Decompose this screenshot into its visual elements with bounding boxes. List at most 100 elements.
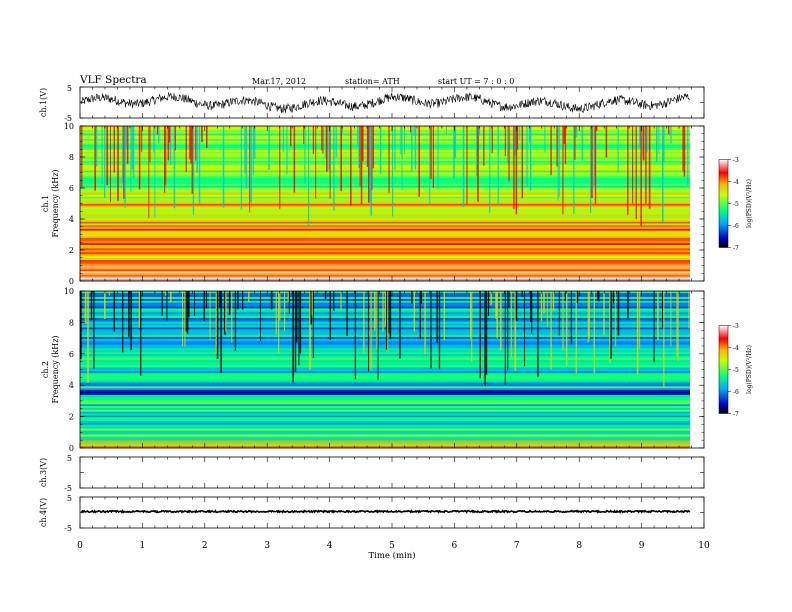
psd-streak xyxy=(508,126,510,182)
psd-streak xyxy=(557,126,559,201)
psd-band-row xyxy=(80,244,690,247)
psd-streak xyxy=(632,126,634,204)
psd-streak xyxy=(596,126,598,131)
psd-streak xyxy=(284,291,286,331)
psd-streak xyxy=(392,126,394,217)
psd-streak xyxy=(653,291,655,363)
y-tick-label: 5 xyxy=(67,84,72,93)
psd-streak xyxy=(446,126,447,135)
psd-band-row xyxy=(80,327,690,330)
psd-streak xyxy=(491,126,493,154)
psd-streak xyxy=(504,126,506,157)
psd-streak xyxy=(279,291,281,321)
psd-band-row xyxy=(80,422,690,425)
psd-band-row xyxy=(80,403,690,407)
psd-band-row xyxy=(80,192,690,195)
psd-streak xyxy=(574,126,576,160)
psd-streak xyxy=(359,126,361,187)
colorbar-tick-label: -4 xyxy=(733,179,739,186)
psd-band-row xyxy=(80,263,690,266)
psd-band-row xyxy=(80,420,690,423)
psd-band-row xyxy=(80,338,690,341)
psd-band-row xyxy=(80,388,690,391)
psd-band-row xyxy=(80,413,690,416)
psd-band-row xyxy=(80,393,690,395)
psd-streak xyxy=(429,126,431,206)
psd-streak xyxy=(400,126,402,155)
psd-streak xyxy=(413,126,415,136)
psd-band-row xyxy=(80,183,690,186)
psd-streak xyxy=(478,126,480,136)
psd-streak xyxy=(485,291,488,375)
psd-streak xyxy=(209,291,211,341)
psd-streak xyxy=(605,126,608,158)
psd-streak xyxy=(249,126,251,213)
psd-band-row xyxy=(80,177,690,181)
psd-streak xyxy=(106,126,109,185)
psd-band-row xyxy=(80,274,690,277)
psd-streak xyxy=(328,126,331,170)
psd-streak xyxy=(165,291,167,296)
psd-streak xyxy=(635,126,637,220)
psd-streak xyxy=(430,291,432,369)
psd-streak xyxy=(196,126,198,173)
psd-band-row xyxy=(80,440,690,443)
psd-streak xyxy=(377,291,379,380)
psd-streak xyxy=(191,126,194,194)
psd-streak xyxy=(368,291,370,372)
y-tick-label: 0 xyxy=(69,277,74,286)
psd-streak xyxy=(454,126,456,159)
psd-streak xyxy=(340,126,342,192)
psd-streak xyxy=(570,291,573,345)
psd-streak xyxy=(477,126,479,202)
psd-band-row xyxy=(80,372,690,376)
psd-streak xyxy=(508,291,510,308)
psd-streak xyxy=(636,291,639,375)
psd-streak xyxy=(514,126,516,156)
psd-streak xyxy=(186,291,189,334)
psd-streak xyxy=(321,126,323,151)
psd-streak xyxy=(573,126,575,214)
psd-streak xyxy=(593,291,595,374)
psd-streak xyxy=(304,126,306,184)
psd-streak xyxy=(668,126,670,135)
psd-streak xyxy=(324,291,327,300)
psd-streak xyxy=(627,291,629,319)
psd-streak xyxy=(260,291,261,342)
psd-streak xyxy=(656,126,658,162)
colorbar xyxy=(718,159,729,248)
psd-band-row xyxy=(80,126,690,129)
psd-streak xyxy=(279,126,281,209)
psd-band-row xyxy=(80,409,690,412)
y-tick-label: 8 xyxy=(69,153,74,162)
psd-streak xyxy=(489,126,491,213)
psd-streak xyxy=(676,291,678,357)
psd-band-row xyxy=(80,224,690,228)
psd-band-row xyxy=(80,226,690,229)
ch4-waveform-line xyxy=(80,509,691,514)
psd-band-row xyxy=(80,250,690,253)
y-tick-label: -5 xyxy=(64,484,72,493)
psd-band-row xyxy=(80,394,690,397)
psd-streak xyxy=(164,126,166,193)
colorbar-tick-label: -3 xyxy=(733,157,739,164)
colorbar-tick-label: -3 xyxy=(733,323,739,330)
psd-streak xyxy=(312,291,314,359)
psd-streak xyxy=(292,291,295,383)
psd-streak xyxy=(597,291,599,301)
colorbar-tick-label: -6 xyxy=(733,223,739,230)
psd-streak xyxy=(254,126,256,159)
psd-streak xyxy=(530,291,532,323)
date-label: Mar.17, 2012 xyxy=(252,77,307,86)
psd-streak xyxy=(149,126,151,162)
psd-streak xyxy=(670,126,672,144)
psd-band-row xyxy=(80,405,690,408)
psd-band-row xyxy=(80,201,690,204)
psd-streak xyxy=(335,126,337,158)
psd-band-row xyxy=(80,407,690,410)
x-tick-label: 6 xyxy=(452,541,458,551)
psd-streak xyxy=(93,291,95,369)
y-tick-label: 6 xyxy=(69,350,74,359)
psd-streak xyxy=(206,291,207,309)
psd-streak xyxy=(248,291,250,303)
